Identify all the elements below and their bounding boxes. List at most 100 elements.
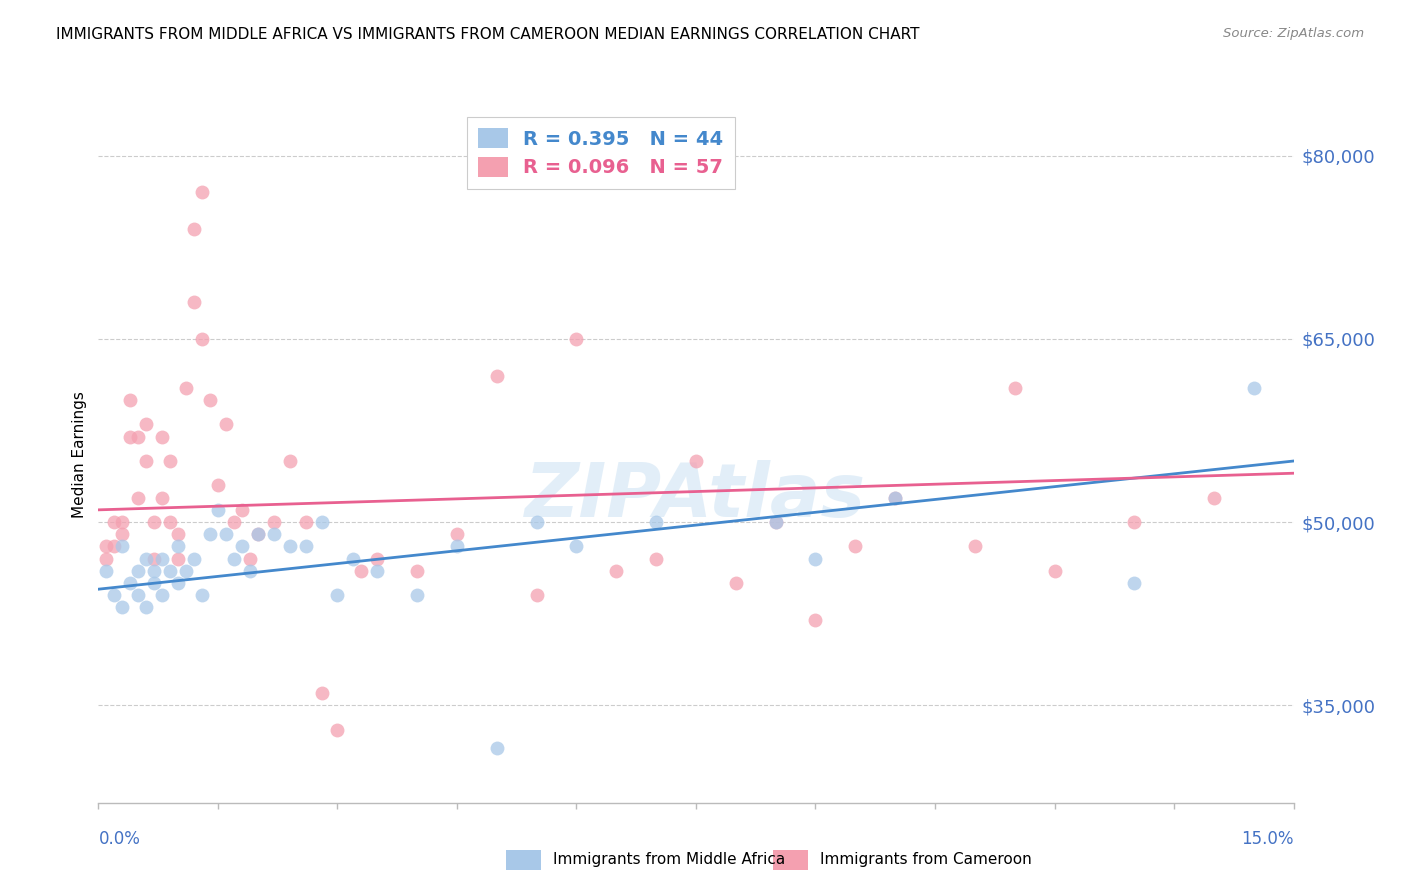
Point — [143, 515, 166, 529]
Point — [103, 540, 125, 554]
Point — [120, 576, 142, 591]
Point — [1004, 381, 1026, 395]
Point — [526, 588, 548, 602]
Point — [278, 540, 301, 554]
Point — [406, 564, 429, 578]
Point — [135, 454, 157, 468]
Point — [526, 515, 548, 529]
Point — [120, 392, 142, 407]
Point — [167, 527, 190, 541]
Point — [366, 564, 388, 578]
FancyBboxPatch shape — [773, 850, 808, 870]
Point — [311, 686, 333, 700]
Legend: R = 0.395   N = 44, R = 0.096   N = 57: R = 0.395 N = 44, R = 0.096 N = 57 — [467, 117, 735, 189]
Point — [143, 551, 166, 566]
Point — [884, 491, 907, 505]
Point — [222, 515, 245, 529]
Point — [159, 454, 181, 468]
Point — [446, 527, 468, 541]
Point — [1243, 381, 1265, 395]
Point — [150, 551, 173, 566]
Point — [406, 588, 429, 602]
Point — [246, 527, 269, 541]
Text: 0.0%: 0.0% — [98, 830, 141, 847]
Point — [294, 515, 316, 529]
Point — [215, 527, 238, 541]
Point — [159, 564, 181, 578]
Point — [485, 368, 508, 383]
Point — [183, 551, 205, 566]
Point — [311, 515, 333, 529]
Point — [239, 564, 262, 578]
Point — [884, 491, 907, 505]
Point — [645, 515, 668, 529]
Point — [167, 576, 190, 591]
Point — [963, 540, 986, 554]
Point — [231, 540, 253, 554]
Point — [446, 540, 468, 554]
Point — [231, 503, 253, 517]
Point — [1202, 491, 1225, 505]
Point — [135, 600, 157, 615]
Point — [724, 576, 747, 591]
Point — [485, 740, 508, 755]
Text: IMMIGRANTS FROM MIDDLE AFRICA VS IMMIGRANTS FROM CAMEROON MEDIAN EARNINGS CORREL: IMMIGRANTS FROM MIDDLE AFRICA VS IMMIGRA… — [56, 27, 920, 42]
Point — [127, 564, 149, 578]
Point — [191, 588, 214, 602]
Point — [191, 332, 214, 346]
Point — [326, 723, 349, 737]
Point — [183, 295, 205, 310]
Point — [111, 515, 134, 529]
Point — [207, 503, 229, 517]
Point — [111, 600, 134, 615]
Point — [111, 540, 134, 554]
Text: ZIPAtlas: ZIPAtlas — [526, 460, 866, 533]
Point — [844, 540, 866, 554]
Point — [103, 515, 125, 529]
Point — [159, 515, 181, 529]
Point — [96, 540, 118, 554]
Point — [174, 381, 197, 395]
Point — [143, 576, 166, 591]
FancyBboxPatch shape — [506, 850, 541, 870]
Point — [263, 515, 285, 529]
Point — [127, 588, 149, 602]
Point — [294, 540, 316, 554]
Point — [222, 551, 245, 566]
Point — [342, 551, 364, 566]
Point — [765, 515, 787, 529]
Point — [645, 551, 668, 566]
Point — [135, 551, 157, 566]
Text: Source: ZipAtlas.com: Source: ZipAtlas.com — [1223, 27, 1364, 40]
Point — [167, 540, 190, 554]
Point — [605, 564, 627, 578]
Text: Immigrants from Cameroon: Immigrants from Cameroon — [820, 853, 1032, 867]
Point — [96, 564, 118, 578]
Point — [246, 527, 269, 541]
Point — [685, 454, 707, 468]
Point — [120, 429, 142, 443]
Text: Immigrants from Middle Africa: Immigrants from Middle Africa — [553, 853, 785, 867]
Point — [565, 540, 588, 554]
Point — [366, 551, 388, 566]
Point — [565, 332, 588, 346]
Point — [263, 527, 285, 541]
Y-axis label: Median Earnings: Median Earnings — [72, 392, 87, 518]
Point — [804, 613, 827, 627]
Point — [150, 491, 173, 505]
Point — [127, 491, 149, 505]
Point — [1123, 576, 1146, 591]
Point — [278, 454, 301, 468]
Point — [103, 588, 125, 602]
Point — [198, 527, 221, 541]
Point — [1123, 515, 1146, 529]
Point — [183, 222, 205, 236]
Point — [804, 551, 827, 566]
Point — [111, 527, 134, 541]
Point — [326, 588, 349, 602]
Point — [207, 478, 229, 492]
Point — [350, 564, 373, 578]
Point — [198, 392, 221, 407]
Point — [143, 564, 166, 578]
Point — [215, 417, 238, 432]
